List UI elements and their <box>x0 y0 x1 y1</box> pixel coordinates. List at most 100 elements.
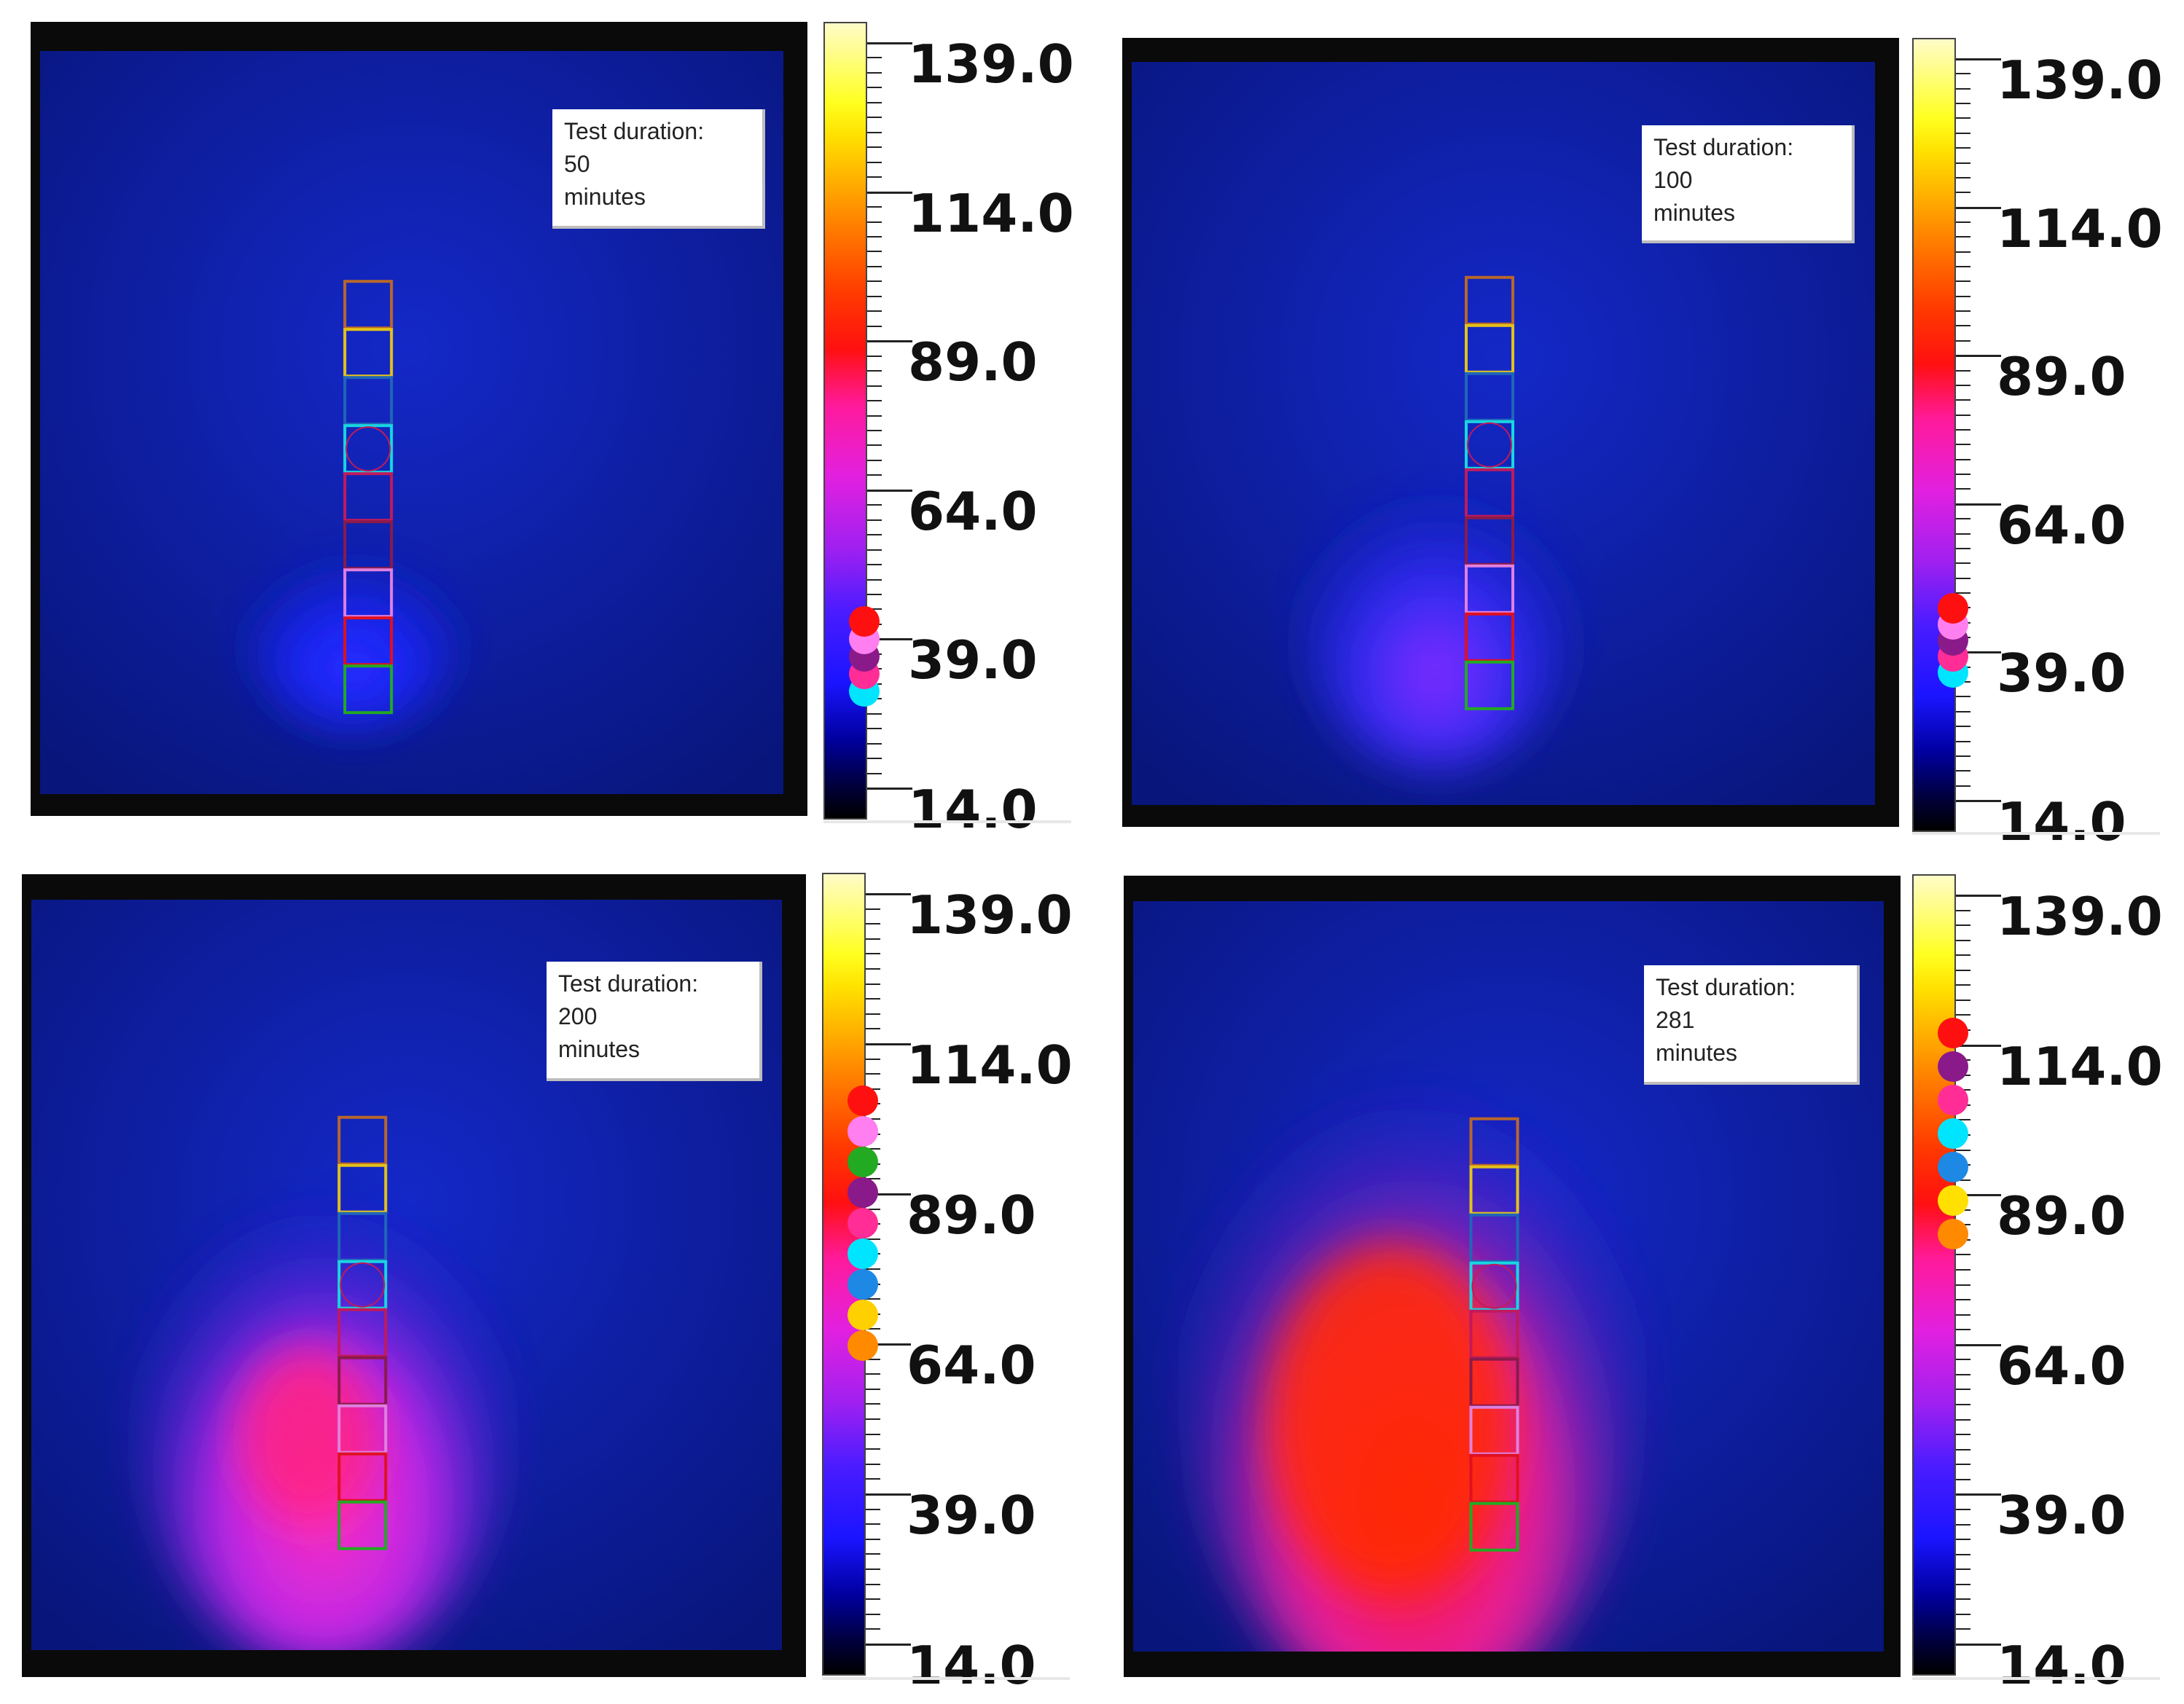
colorbar-label: 89.0 <box>907 1185 1036 1246</box>
colorbar-minor-tick <box>1956 924 1970 927</box>
colorbar-minor-tick <box>1956 429 1970 431</box>
colorbar-minor-tick <box>1956 458 1970 460</box>
colorbar-major-tick <box>1956 1044 2001 1047</box>
heat-core <box>239 1349 377 1525</box>
colorbar-minor-tick <box>867 176 882 178</box>
colorbar-minor-tick <box>867 415 882 417</box>
colorbar-minor-tick <box>866 1148 880 1150</box>
colorbar-minor-tick <box>1956 266 1970 268</box>
colorbar-minor-tick <box>1956 770 1970 772</box>
colorbar-minor-tick <box>1956 909 1970 911</box>
divider-line <box>822 1677 1070 1680</box>
colorbar-minor-tick <box>1956 1478 1970 1480</box>
sensor-marker <box>848 1238 878 1270</box>
colorbar-minor-tick <box>1956 444 1970 446</box>
sensor-square <box>1469 1165 1519 1215</box>
colorbar-minor-tick <box>866 1118 880 1120</box>
duration-label: Test duration: <box>558 970 699 997</box>
colorbar-minor-tick <box>867 251 882 253</box>
colorbar-minor-tick <box>1956 162 1970 164</box>
colorbar-minor-tick <box>867 400 882 402</box>
sensor-square <box>1469 1357 1519 1407</box>
colorbar-minor-tick <box>1956 1284 1970 1286</box>
colorbar-minor-tick <box>1956 295 1970 297</box>
divider-line <box>1912 832 2160 835</box>
colorbar-minor-tick <box>866 968 880 970</box>
colorbar-minor-tick <box>1956 251 1970 253</box>
colorbar-major-tick <box>1956 800 2001 802</box>
colorbar-major-tick <box>1956 651 2001 654</box>
colorbar-minor-tick <box>867 146 882 149</box>
sensor-square <box>1469 1501 1519 1552</box>
duration-unit: minutes <box>564 184 646 210</box>
colorbar-minor-tick <box>867 594 882 596</box>
colorbar-minor-tick <box>867 131 882 133</box>
colorbar-label: 89.0 <box>908 331 1038 393</box>
colorbar-major-tick <box>1956 1644 2001 1646</box>
colorbar-minor-tick <box>866 1568 880 1570</box>
colorbar-minor-tick <box>1956 339 1970 342</box>
colorbar-label: 114.0 <box>1997 197 2163 259</box>
sensor-square <box>343 664 394 715</box>
colorbar-minor-tick <box>866 1013 880 1015</box>
colorbar-minor-tick <box>867 71 882 74</box>
colorbar-minor-tick <box>867 504 882 506</box>
thermal-panel-2: Test duration: 100 minutes 139.0 114.0 89.… <box>1092 0 2184 852</box>
colorbar-minor-tick <box>866 1403 880 1405</box>
test-duration-box: Test duration: 200 minutes <box>547 962 762 1081</box>
colorbar-label: 14.0 <box>1997 791 2126 852</box>
colorbar-minor-tick <box>867 265 882 267</box>
colorbar-scale: 139.0 114.0 89.0 64.0 39.0 14.0 <box>1956 874 2175 1692</box>
colorbar-minor-tick <box>867 101 882 103</box>
divider-line <box>1912 1677 2160 1680</box>
sensor-marker <box>1938 1152 1968 1182</box>
thermal-panel-3: Test duration: 200 minutes 139.0 114.0 89.… <box>0 852 1092 1704</box>
colorbar-minor-tick <box>1956 999 1970 1001</box>
colorbar-minor-tick <box>1956 414 1970 416</box>
colorbar-minor-tick <box>1956 192 1970 194</box>
colorbar-label: 39.0 <box>1997 643 2126 704</box>
colorbar-scale: 139.0 114.0 89.0 64.0 39.0 14.0 <box>866 873 1084 1692</box>
test-duration-box: Test duration: 100 minutes <box>1642 125 1855 243</box>
heat-plume <box>1297 452 1575 769</box>
colorbar-minor-tick <box>1956 1314 1970 1316</box>
colorbar-major-tick <box>866 1343 911 1346</box>
colorbar-minor-tick <box>1956 1014 1970 1016</box>
duration-label: Test duration: <box>564 118 705 144</box>
colorbar-minor-tick <box>867 519 882 521</box>
colorbar-minor-tick <box>866 1448 880 1450</box>
colorbar-minor-tick <box>867 310 882 313</box>
colorbar-minor-tick <box>1956 474 1970 476</box>
sensor-marker <box>848 1208 878 1239</box>
colorbar-major-tick <box>1956 355 2001 358</box>
test-duration-box: Test duration: 281 minutes <box>1644 965 1860 1085</box>
sensor-square <box>1469 1453 1519 1504</box>
colorbar-minor-tick <box>867 459 882 461</box>
colorbar-minor-tick <box>1956 1404 1970 1406</box>
colorbar-label: 114.0 <box>907 1034 1073 1096</box>
colorbar-minor-tick <box>1956 132 1970 134</box>
colorbar-minor-tick <box>1956 1269 1970 1271</box>
colorbar-minor-tick <box>866 1598 880 1601</box>
colorbar-minor-tick <box>867 534 882 536</box>
colorbar-minor-tick <box>1956 592 1970 594</box>
colorbar-minor-tick <box>1956 939 1970 941</box>
sensor-square <box>337 1115 388 1166</box>
colorbar-minor-tick <box>1956 399 1970 401</box>
colorbar-minor-tick <box>1956 1373 1970 1375</box>
colorbar-major-tick <box>867 340 912 343</box>
sensor-square <box>337 1500 388 1550</box>
colorbar-minor-tick <box>866 1508 880 1510</box>
sensor-square <box>1469 1405 1519 1456</box>
colorbar-minor-tick <box>1956 117 1970 119</box>
colorbar-minor-tick <box>1956 562 1970 565</box>
colorbar-major-tick <box>1956 1493 2001 1496</box>
colorbar-minor-tick <box>1956 577 1970 579</box>
sensor-square <box>337 1212 388 1262</box>
colorbar-minor-tick <box>1956 696 1970 698</box>
colorbar-minor-tick <box>866 1328 880 1330</box>
colorbar-minor-tick <box>1956 221 1970 223</box>
colorbar-minor-tick <box>866 983 880 985</box>
colorbar-major-tick <box>866 1193 911 1195</box>
colorbar-minor-tick <box>867 578 882 581</box>
